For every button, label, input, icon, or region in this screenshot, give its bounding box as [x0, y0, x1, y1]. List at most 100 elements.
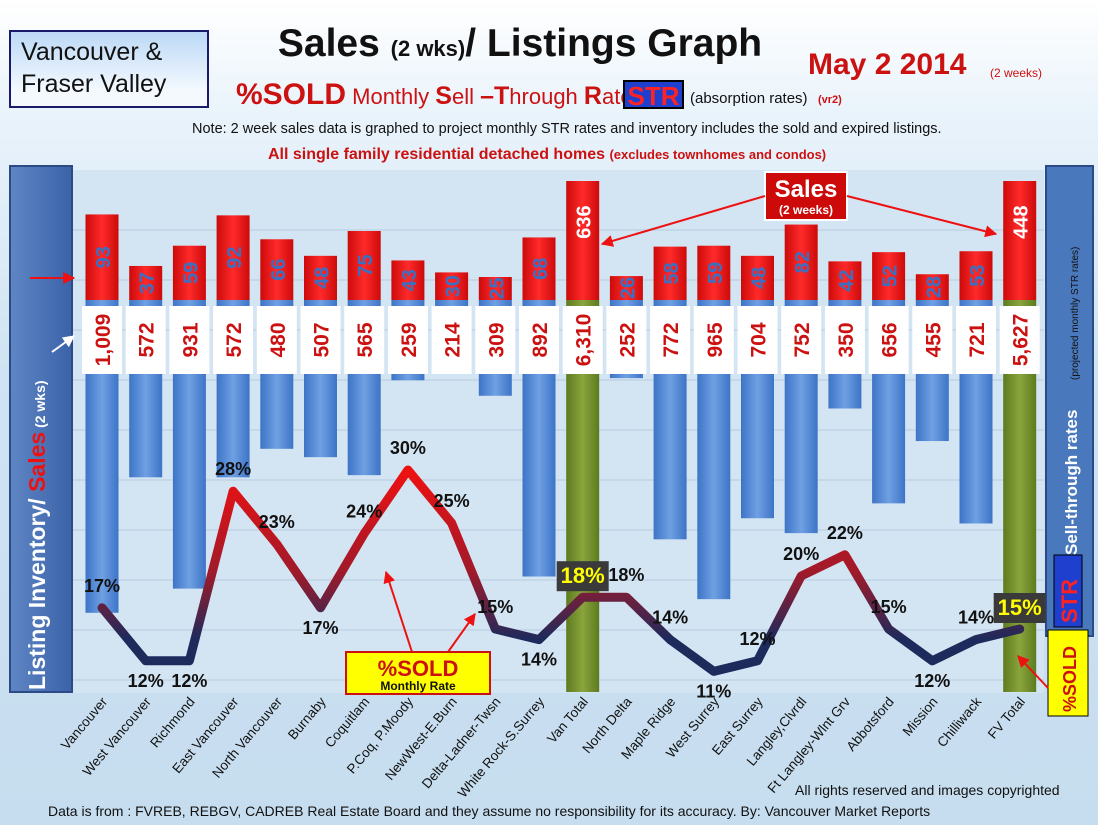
sales-value-label: 82 [792, 251, 814, 273]
sales-bar [391, 260, 425, 300]
sales-value-label: 448 [1011, 205, 1033, 238]
sales-value-label: 92 [224, 247, 246, 269]
right-axis-title: Sell-through rates [1062, 410, 1081, 555]
inventory-value-label: 259 [398, 322, 421, 357]
scope-text: All single family residential detached h… [268, 146, 610, 163]
left-axis-inventory-label: Listing Inventory/ [24, 492, 50, 690]
pct-value-label: 12% [914, 671, 950, 691]
sales-labels-layer: 93 37 59 92 66 48 75 43 30 25 68 636 26 58 59 48 82 42 52 2… [93, 205, 1033, 299]
inventory-value-label: 350 [835, 322, 858, 357]
right-axis-str-label: Sell-through rates [1062, 410, 1081, 555]
pct-value-label: 14% [652, 608, 688, 628]
sales-bar [872, 252, 906, 300]
pct-sold-line [97, 465, 1025, 676]
inventory-label-box [519, 306, 559, 374]
pct-value-label: 24% [346, 502, 382, 522]
inventory-label-box [387, 306, 428, 374]
inventory-label-box [824, 306, 865, 374]
sales-bar [304, 255, 337, 300]
inventory-label-box [781, 306, 822, 374]
total-pct-box [993, 593, 1046, 623]
x-axis-label: Mission [900, 694, 941, 739]
inventory-value-label: 572 [136, 322, 159, 357]
pct-value-label: 18% [608, 565, 644, 585]
sales-callout-box [764, 171, 848, 221]
subtitle-t: –T [480, 82, 510, 110]
str-badge: STR [623, 80, 684, 111]
inventory-label-box [344, 306, 385, 374]
inventory-labels-layer: 1,009 572 931 572 480 507 565 259 214 309 892 6,310… [82, 306, 1040, 374]
pct-value-label: 18% [561, 563, 605, 588]
sales-value-label: 58 [661, 262, 683, 284]
right-pct-arrow [1017, 655, 1049, 689]
x-axis-label: Ft Langley-Wlnt Grv [765, 694, 854, 796]
title-small: (2 wks) [390, 36, 466, 61]
sales-value-label: 28 [923, 276, 945, 298]
footer-rights: All rights reserved and images copyright… [795, 782, 1060, 798]
sales-bar [435, 272, 469, 300]
sold-callout-title: %SOLD [378, 656, 459, 681]
sold-callout-sub: Monthly Rate [380, 679, 456, 693]
inventory-value-label: 656 [879, 322, 902, 357]
pct-value-label: 23% [259, 512, 295, 532]
pct-value-label: 11% [696, 681, 731, 701]
pct-value-label: 25% [434, 491, 470, 511]
right-axis-note: (projected monthly STR rates) [1070, 247, 1081, 380]
inventory-value-label: 965 [704, 322, 727, 357]
right-str-badge-bg [1053, 554, 1083, 628]
sales-value-label: 53 [967, 264, 989, 286]
subtitle-r: R [583, 82, 602, 110]
sales-value-label: 93 [93, 246, 115, 268]
x-axis-label: Chilliwack [934, 694, 984, 750]
pct-value-label: 17% [84, 576, 120, 596]
inventory-label-box [300, 306, 341, 374]
left-axis-sales-suffix: (2 wks) [32, 380, 48, 431]
chart-title: Sales (2 wks)/ Listings Graph [180, 22, 860, 66]
left-axis-band [9, 165, 73, 693]
inventory-label-box [431, 306, 472, 374]
inventory-label-box [693, 306, 734, 374]
inventory-value-label: 5,627 [1010, 314, 1033, 367]
sold-arrow-right [447, 613, 476, 653]
sales-bar [1003, 181, 1037, 300]
sales-value-label: 636 [574, 205, 596, 238]
sales-callout-title: Sales [775, 176, 838, 203]
sales-value-label: 25 [486, 277, 508, 299]
inventory-label-box [125, 306, 166, 374]
pct-value-label: 15% [998, 595, 1042, 620]
inventory-value-label: 721 [966, 322, 989, 357]
sales-bar [522, 237, 556, 300]
subtitle-b: ell [451, 84, 481, 109]
sales-value-label: 75 [355, 254, 377, 276]
x-axis-label: White Rock-S.Surrey [455, 694, 548, 800]
inventory-value-label: 214 [442, 322, 465, 357]
x-axis-label: Delta-Ladner-Twsn [419, 694, 504, 791]
scope-small: (excludes townhomes and condos) [609, 147, 827, 162]
subtitle-s: S [435, 82, 452, 110]
sales-value-label: 48 [312, 267, 334, 289]
inventory-value-label: 252 [616, 322, 639, 357]
inventory-label-box [868, 306, 909, 374]
inventory-label-box [256, 306, 297, 374]
pct-value-label: 17% [302, 618, 338, 638]
pct-value-label: 22% [827, 523, 863, 543]
pct-value-label: 12% [128, 671, 164, 691]
str-version: (vr2) [818, 94, 842, 106]
inventory-value-label: 752 [791, 322, 814, 357]
sales-arrow-fv [846, 195, 998, 238]
inventory-label-box [912, 306, 953, 374]
left-axis-title: Listing Inventory/ Sales (2 wks) [24, 380, 50, 690]
sales-bar [172, 245, 206, 300]
sales-callout-sub: (2 weeks) [779, 203, 833, 217]
sales-value-label: 59 [705, 262, 727, 284]
sales-value-label: 37 [137, 272, 159, 294]
sales-value-label: 43 [399, 269, 421, 291]
pct-value-label: 12% [739, 629, 775, 649]
pct-labels-layer: 17%12% 12%28%23%17%24%30%25%15%14%18% 18%1… [84, 438, 1046, 701]
sales-bar [566, 181, 600, 300]
sales-bar [609, 276, 643, 300]
x-axis-label: Van Total [544, 694, 591, 746]
pct-value-label: 28% [215, 459, 251, 479]
sales-value-label: 52 [880, 265, 902, 287]
sales-bar [697, 245, 731, 300]
